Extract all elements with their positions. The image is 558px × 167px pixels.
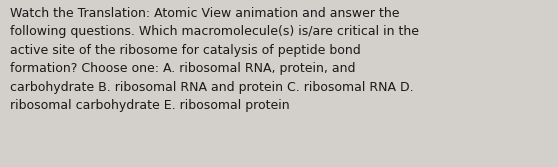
Text: Watch the Translation: Atomic View animation and answer the
following questions.: Watch the Translation: Atomic View anima… [10,7,419,112]
